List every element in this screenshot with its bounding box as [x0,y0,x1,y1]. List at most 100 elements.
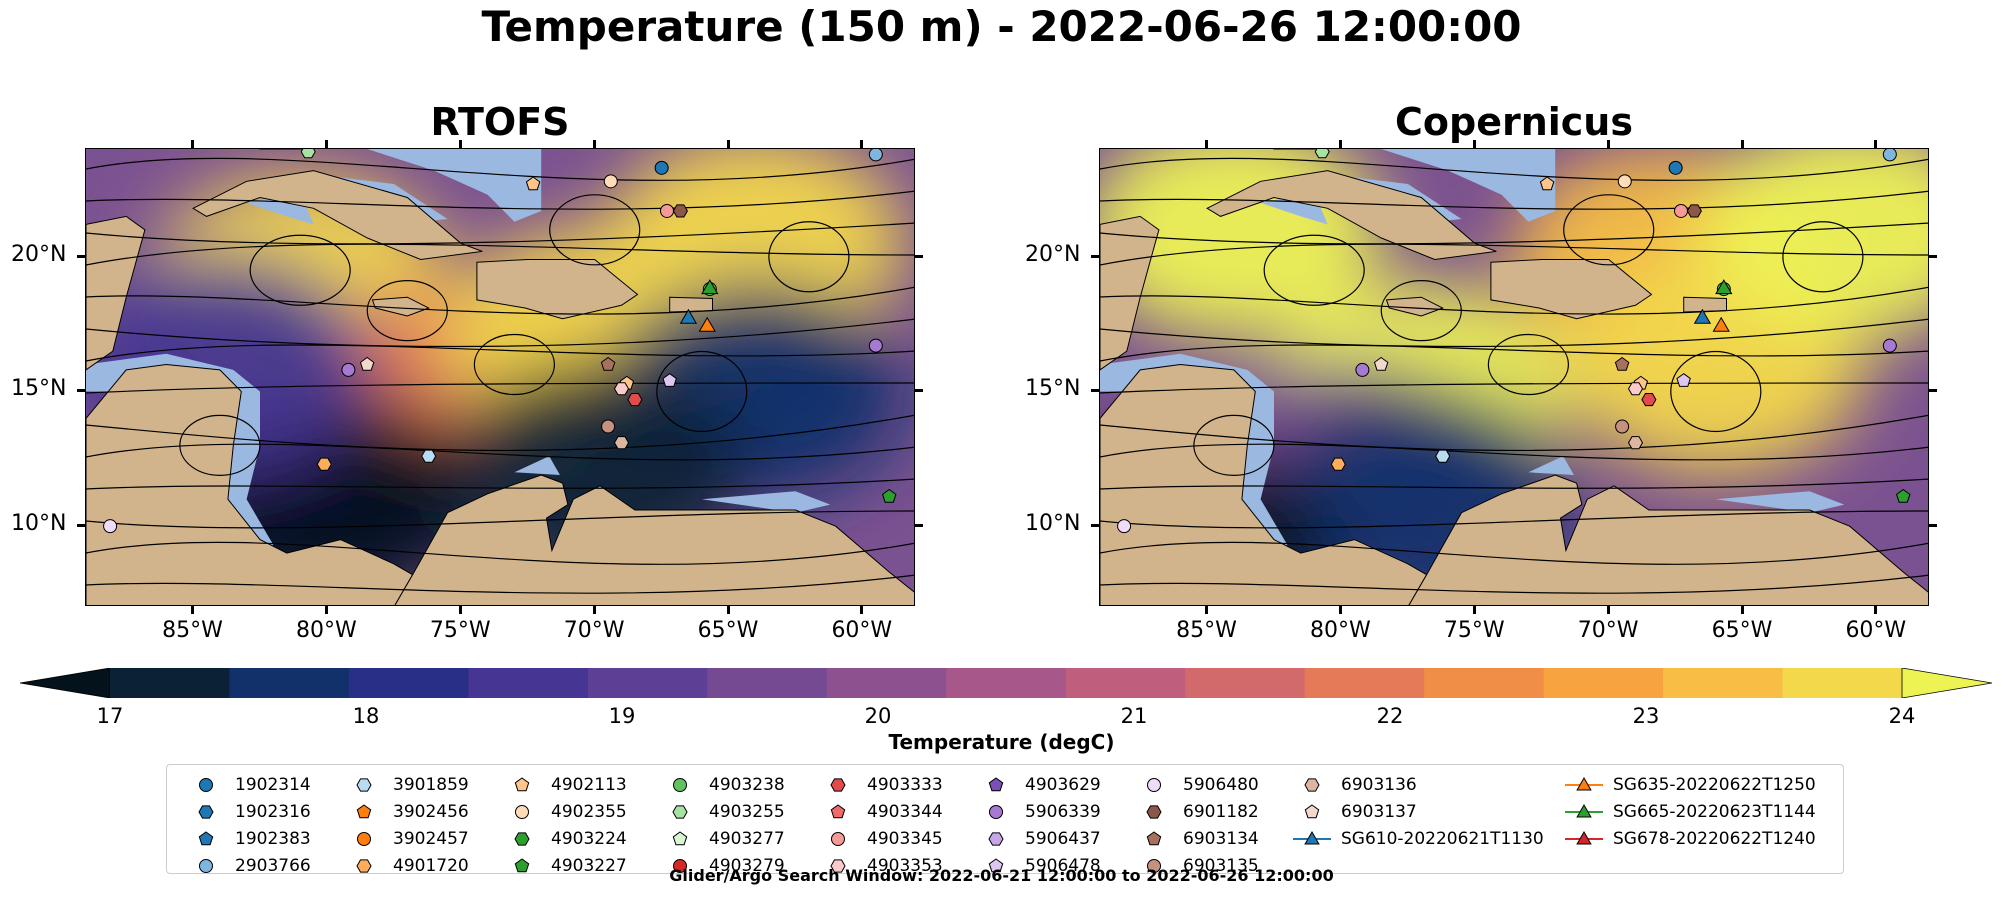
legend-item: SG678-20220622T1240 [1565,825,1816,852]
legend-marker-icon [1135,801,1173,823]
legend-item: 4903344 [819,798,943,825]
streamline [1100,510,1928,529]
obs-marker-4903345 [1674,203,1688,218]
y-tick-mark [915,254,923,258]
obs-marker-6901182 [672,204,688,218]
eddy-streamline [366,280,448,342]
legend-item: 6903137 [1293,798,1544,825]
obs-marker-2903766 [868,149,883,162]
obs-marker-5906478 [662,373,677,387]
obs-marker-6901182 [1686,204,1702,218]
colorbar-segment [1782,668,1903,698]
legend-marker-icon [187,828,225,850]
temperature-blob [1699,149,1928,340]
legend-item: 3902456 [345,798,469,825]
obs-marker-6903134 [1614,356,1630,371]
legend-item: 1902383 [187,825,311,852]
legend-item: 1902316 [187,798,311,825]
streamline [1100,382,1928,394]
x-tick-mark [726,140,730,148]
legend-column: 5906480 6901182 6903134 6903135 [1135,771,1259,879]
y-tick-label: 15°N [1025,376,1081,402]
colorbar-tick-label: 20 [864,704,892,728]
land-central [86,363,414,605]
legend-item: SG665-20220623T1144 [1565,798,1816,825]
streamline [1100,443,1928,461]
legend-marker-icon [661,855,699,877]
legend-column: 4902113 4902355 4903224 4903227 [503,771,627,879]
streamline [86,286,914,315]
obs-marker-SG635-20220622T1250 [698,316,716,332]
legend-label: SG665-20220623T1144 [1613,801,1816,822]
legend-label: SG635-20220622T1250 [1613,774,1816,795]
obs-marker-5906339 [868,338,883,353]
land-yucatan [86,215,146,371]
colorbar-tick-label: 18 [352,704,380,728]
streamlines [86,157,914,594]
colorbar-segment [946,668,1067,698]
legend-label: SG610-20220621T1130 [1341,828,1544,849]
streamline [86,157,914,181]
legend-marker-icon [1135,828,1173,850]
legend-marker-icon [345,855,383,877]
eddy-streamline [1563,194,1655,266]
x-tick-label: 70°W [1577,618,1639,643]
x-tick-label: 60°W [1845,618,1907,643]
obs-marker-4902355 [603,174,618,189]
streamline [86,574,914,594]
legend-marker-icon [819,855,857,877]
x-tick-mark [1205,140,1209,148]
streamline [1100,574,1928,594]
colorbar-tick-label: 17 [96,704,124,728]
legend-label: 1902314 [235,774,311,795]
colorbar-tick-label: 24 [1888,704,1916,728]
legend-label: 6903137 [1341,801,1417,822]
colorbar-segment [826,668,947,698]
legend-marker-icon [1565,801,1603,823]
obs-marker-4902355 [1617,174,1632,189]
legend-marker-icon [1565,774,1603,796]
streamline [86,318,914,348]
legend-column: 4903333 4903344 4903345 4903353 [819,771,943,879]
legend-item: 4903277 [661,825,785,852]
streamline [1100,541,1928,565]
legend-marker-icon [977,828,1015,850]
streamlines [1100,157,1928,594]
land-puertorico [669,296,713,313]
eddy-streamline [1487,333,1569,396]
streamline [1100,222,1928,245]
legend-marker-icon [187,774,225,796]
colorbar-segment [587,668,708,698]
obs-marker-4903333 [627,393,643,407]
obs-marker-6903136 [1627,436,1644,450]
obs-marker-4903255 [1314,149,1330,159]
y-tick-mark [915,524,923,528]
land-southamerica [394,474,914,605]
x-tick-label: 70°W [563,618,625,643]
legend-marker-icon [661,801,699,823]
obs-marker-4903353 [613,382,630,396]
colorbar-segment [1663,668,1784,698]
legend-label: 6901182 [1183,801,1259,822]
search-window-footer: Glider/Argo Search Window: 2022-06-21 12… [669,866,1334,885]
legend-item: 6903134 [1135,825,1259,852]
x-tick-mark [592,606,596,614]
colorbar-segment [229,668,350,698]
shallow-water [701,491,831,513]
y-tick-label: 20°N [1025,241,1081,267]
x-tick-mark [1740,140,1744,148]
obs-marker-4903227 [1896,488,1911,503]
legend-item: 4902113 [503,771,627,798]
streamline [1100,414,1928,452]
legend-column: SG635-20220622T1250 SG665-20220623T1144 SG… [1565,771,1816,852]
x-tick-label: 85°W [1176,618,1237,643]
x-tick-mark [458,140,462,148]
shallow-water [1381,149,1556,222]
streamline [86,414,914,452]
legend-marker-icon [503,828,541,850]
colorbar-tick-label: 23 [1632,704,1660,728]
obs-marker-4902113 [1539,176,1555,191]
eddy-streamline [249,234,351,306]
colorbar-segment [1424,668,1545,698]
obs-marker-SG665-20220623T1144 [1715,279,1733,295]
